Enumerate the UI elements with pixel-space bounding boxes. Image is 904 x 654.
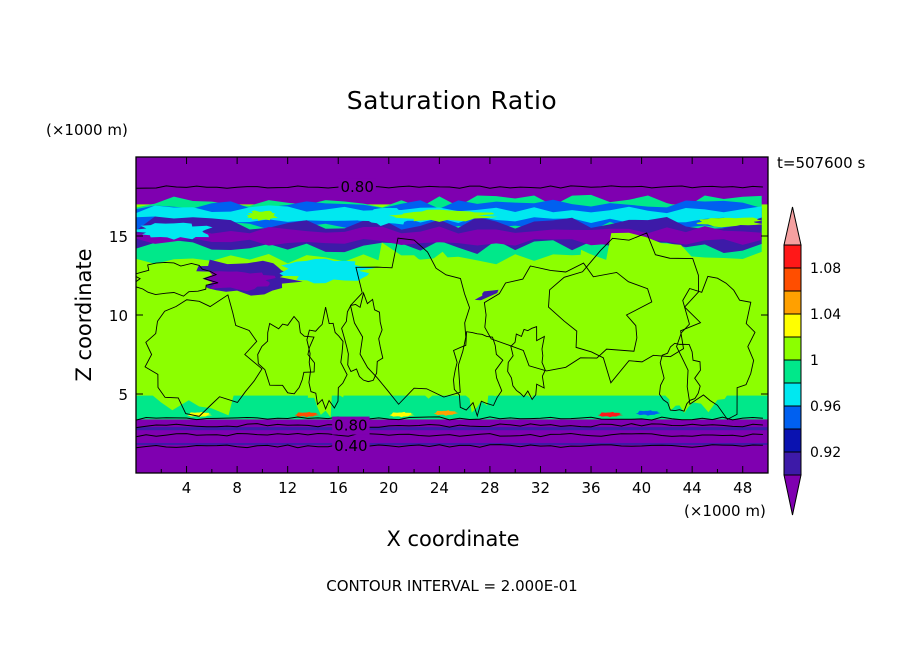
x-tick-label: 4 <box>182 479 192 497</box>
colorbar-bottom-arrow <box>783 474 802 516</box>
field-plume <box>659 342 697 413</box>
y-axis-ticks: 5 10 15 <box>109 228 768 404</box>
x-tick-label: 32 <box>531 479 550 497</box>
chart-title: Saturation Ratio <box>346 86 558 115</box>
x-tick-label: 40 <box>632 479 651 497</box>
contour-lines <box>136 185 763 449</box>
field-spot <box>597 411 624 418</box>
x-tick-label: 8 <box>232 479 242 497</box>
colorbar-segment <box>783 382 802 407</box>
contour-line <box>676 275 756 420</box>
contour-line <box>483 262 653 372</box>
x-tick-label: 16 <box>329 479 348 497</box>
field-feature <box>696 217 764 228</box>
x-axis-title: X coordinate <box>386 527 520 551</box>
contour-labels: 0.80 0.80 0.40 <box>332 178 376 456</box>
field-plume <box>139 294 248 416</box>
field-stripe <box>136 442 768 445</box>
field-plume <box>453 331 504 413</box>
y-axis-unit-label: (×1000 m) <box>46 121 128 139</box>
x-tick-label: 24 <box>430 479 449 497</box>
contour-label: 0.80 <box>334 417 367 435</box>
colorbar-segment <box>783 359 802 384</box>
contour-line <box>548 232 702 384</box>
field-band-upper-dry <box>136 157 768 205</box>
colorbar: 1.08 1.04 1 0.96 0.92 <box>783 206 841 516</box>
field-feature <box>246 210 278 221</box>
field-plume <box>138 262 213 297</box>
field-plume <box>303 314 348 418</box>
x-tick-label: 28 <box>480 479 499 497</box>
field-feature <box>198 271 276 292</box>
colorbar-top-arrow <box>783 206 802 246</box>
contour-label: 0.40 <box>334 437 367 455</box>
x-axis-unit-label: (×1000 m) <box>684 502 766 520</box>
x-tick-label: 36 <box>581 479 600 497</box>
field-plume <box>342 297 384 381</box>
contour-label-bg <box>332 437 370 456</box>
field-plume <box>344 242 481 399</box>
field-spot <box>294 411 320 418</box>
colorbar-segment <box>783 451 802 476</box>
contour-label-bg <box>338 178 376 197</box>
field-spot <box>389 411 415 418</box>
field-feature <box>136 222 213 240</box>
contour-line <box>507 326 546 401</box>
field-band-purple <box>136 226 762 246</box>
time-label: t=507600 s <box>777 154 866 172</box>
x-tick-label: 20 <box>379 479 398 497</box>
contour-line <box>136 185 763 189</box>
contour-line <box>659 342 701 412</box>
field-feature <box>356 207 420 227</box>
field-feature <box>388 209 498 222</box>
x-axis-ticks: 4 8 12 16 20 24 28 32 36 40 44 48 <box>160 157 752 497</box>
colorbar-segment <box>783 313 802 338</box>
contour-label: 0.80 <box>340 178 373 196</box>
saturation-field <box>136 157 768 473</box>
field-stripe <box>136 427 768 431</box>
colorbar-label: 1.04 <box>810 307 841 323</box>
contour-line <box>136 423 763 429</box>
colorbar-segment <box>783 428 802 453</box>
field-spot <box>433 410 459 416</box>
field-spot <box>635 410 662 416</box>
contour-line <box>136 432 763 438</box>
colorbar-segment <box>783 290 802 315</box>
contour-line <box>350 237 471 405</box>
colorbar-segment <box>783 405 802 430</box>
contour-line <box>144 294 263 417</box>
contour-label-bg <box>332 416 370 435</box>
contour-line <box>257 315 315 395</box>
contour-line <box>341 291 384 383</box>
colorbar-segment <box>783 336 802 361</box>
colorbar-segment <box>783 244 802 269</box>
y-tick-label: 5 <box>118 386 128 404</box>
contour-interval-note: CONTOUR INTERVAL = 2.000E-01 <box>326 577 578 595</box>
x-tick-label: 44 <box>683 479 702 497</box>
contour-line <box>136 416 763 421</box>
x-tick-label: 12 <box>278 479 297 497</box>
colorbar-label: 0.92 <box>810 445 841 461</box>
contour-line <box>452 331 504 418</box>
y-tick-label: 10 <box>109 307 128 325</box>
field-plume <box>557 232 704 383</box>
contour-line <box>136 261 219 297</box>
colorbar-label: 0.96 <box>810 399 841 415</box>
x-tick-label: 48 <box>733 479 752 497</box>
colorbar-segment <box>783 267 802 292</box>
contour-line <box>306 307 348 411</box>
field-plume <box>507 327 548 399</box>
y-tick-label: 15 <box>109 228 128 246</box>
field-spot <box>187 411 213 418</box>
contour-line <box>136 444 763 449</box>
field-feature <box>279 258 376 284</box>
colorbar-label: 1.08 <box>810 261 841 277</box>
colorbar-label: 1 <box>810 353 819 369</box>
